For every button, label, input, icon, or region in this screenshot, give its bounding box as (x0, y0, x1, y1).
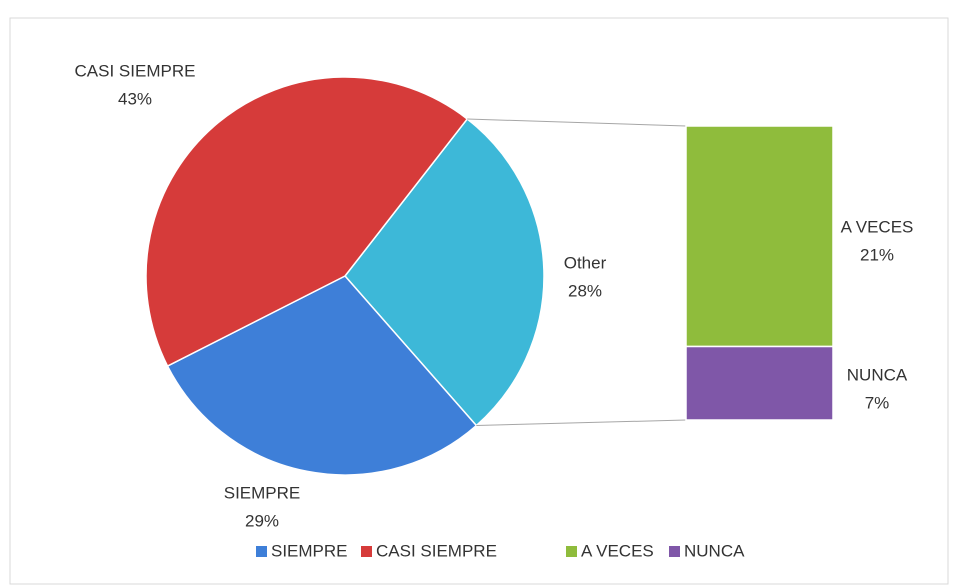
data-label-value: 29% (245, 511, 279, 530)
pie-slice (166, 275, 478, 476)
pie-slice (344, 117, 545, 427)
legend-label: A VECES (581, 541, 654, 560)
connector-line (476, 419, 687, 427)
legend-swatch (361, 546, 372, 557)
data-label-value: 7% (865, 393, 890, 412)
data-label-name: NUNCA (847, 365, 908, 384)
legend-swatch (566, 546, 577, 557)
legend-label: SIEMPRE (271, 541, 348, 560)
bar-segment (685, 125, 834, 348)
legend-swatch (669, 546, 680, 557)
legend-label: CASI SIEMPRE (376, 541, 497, 560)
legend-label: NUNCA (684, 541, 745, 560)
data-label-value: 21% (860, 245, 894, 264)
data-label-value: 43% (118, 89, 152, 108)
data-label-name: Other (564, 253, 607, 272)
data-label-name: A VECES (841, 217, 914, 236)
connector-line (467, 118, 687, 127)
pie-slice (145, 76, 469, 368)
data-label-value: 28% (568, 281, 602, 300)
data-label-name: SIEMPRE (224, 483, 301, 502)
bar-segment (685, 345, 834, 421)
legend-swatch (256, 546, 267, 557)
data-label-name: CASI SIEMPRE (75, 61, 196, 80)
